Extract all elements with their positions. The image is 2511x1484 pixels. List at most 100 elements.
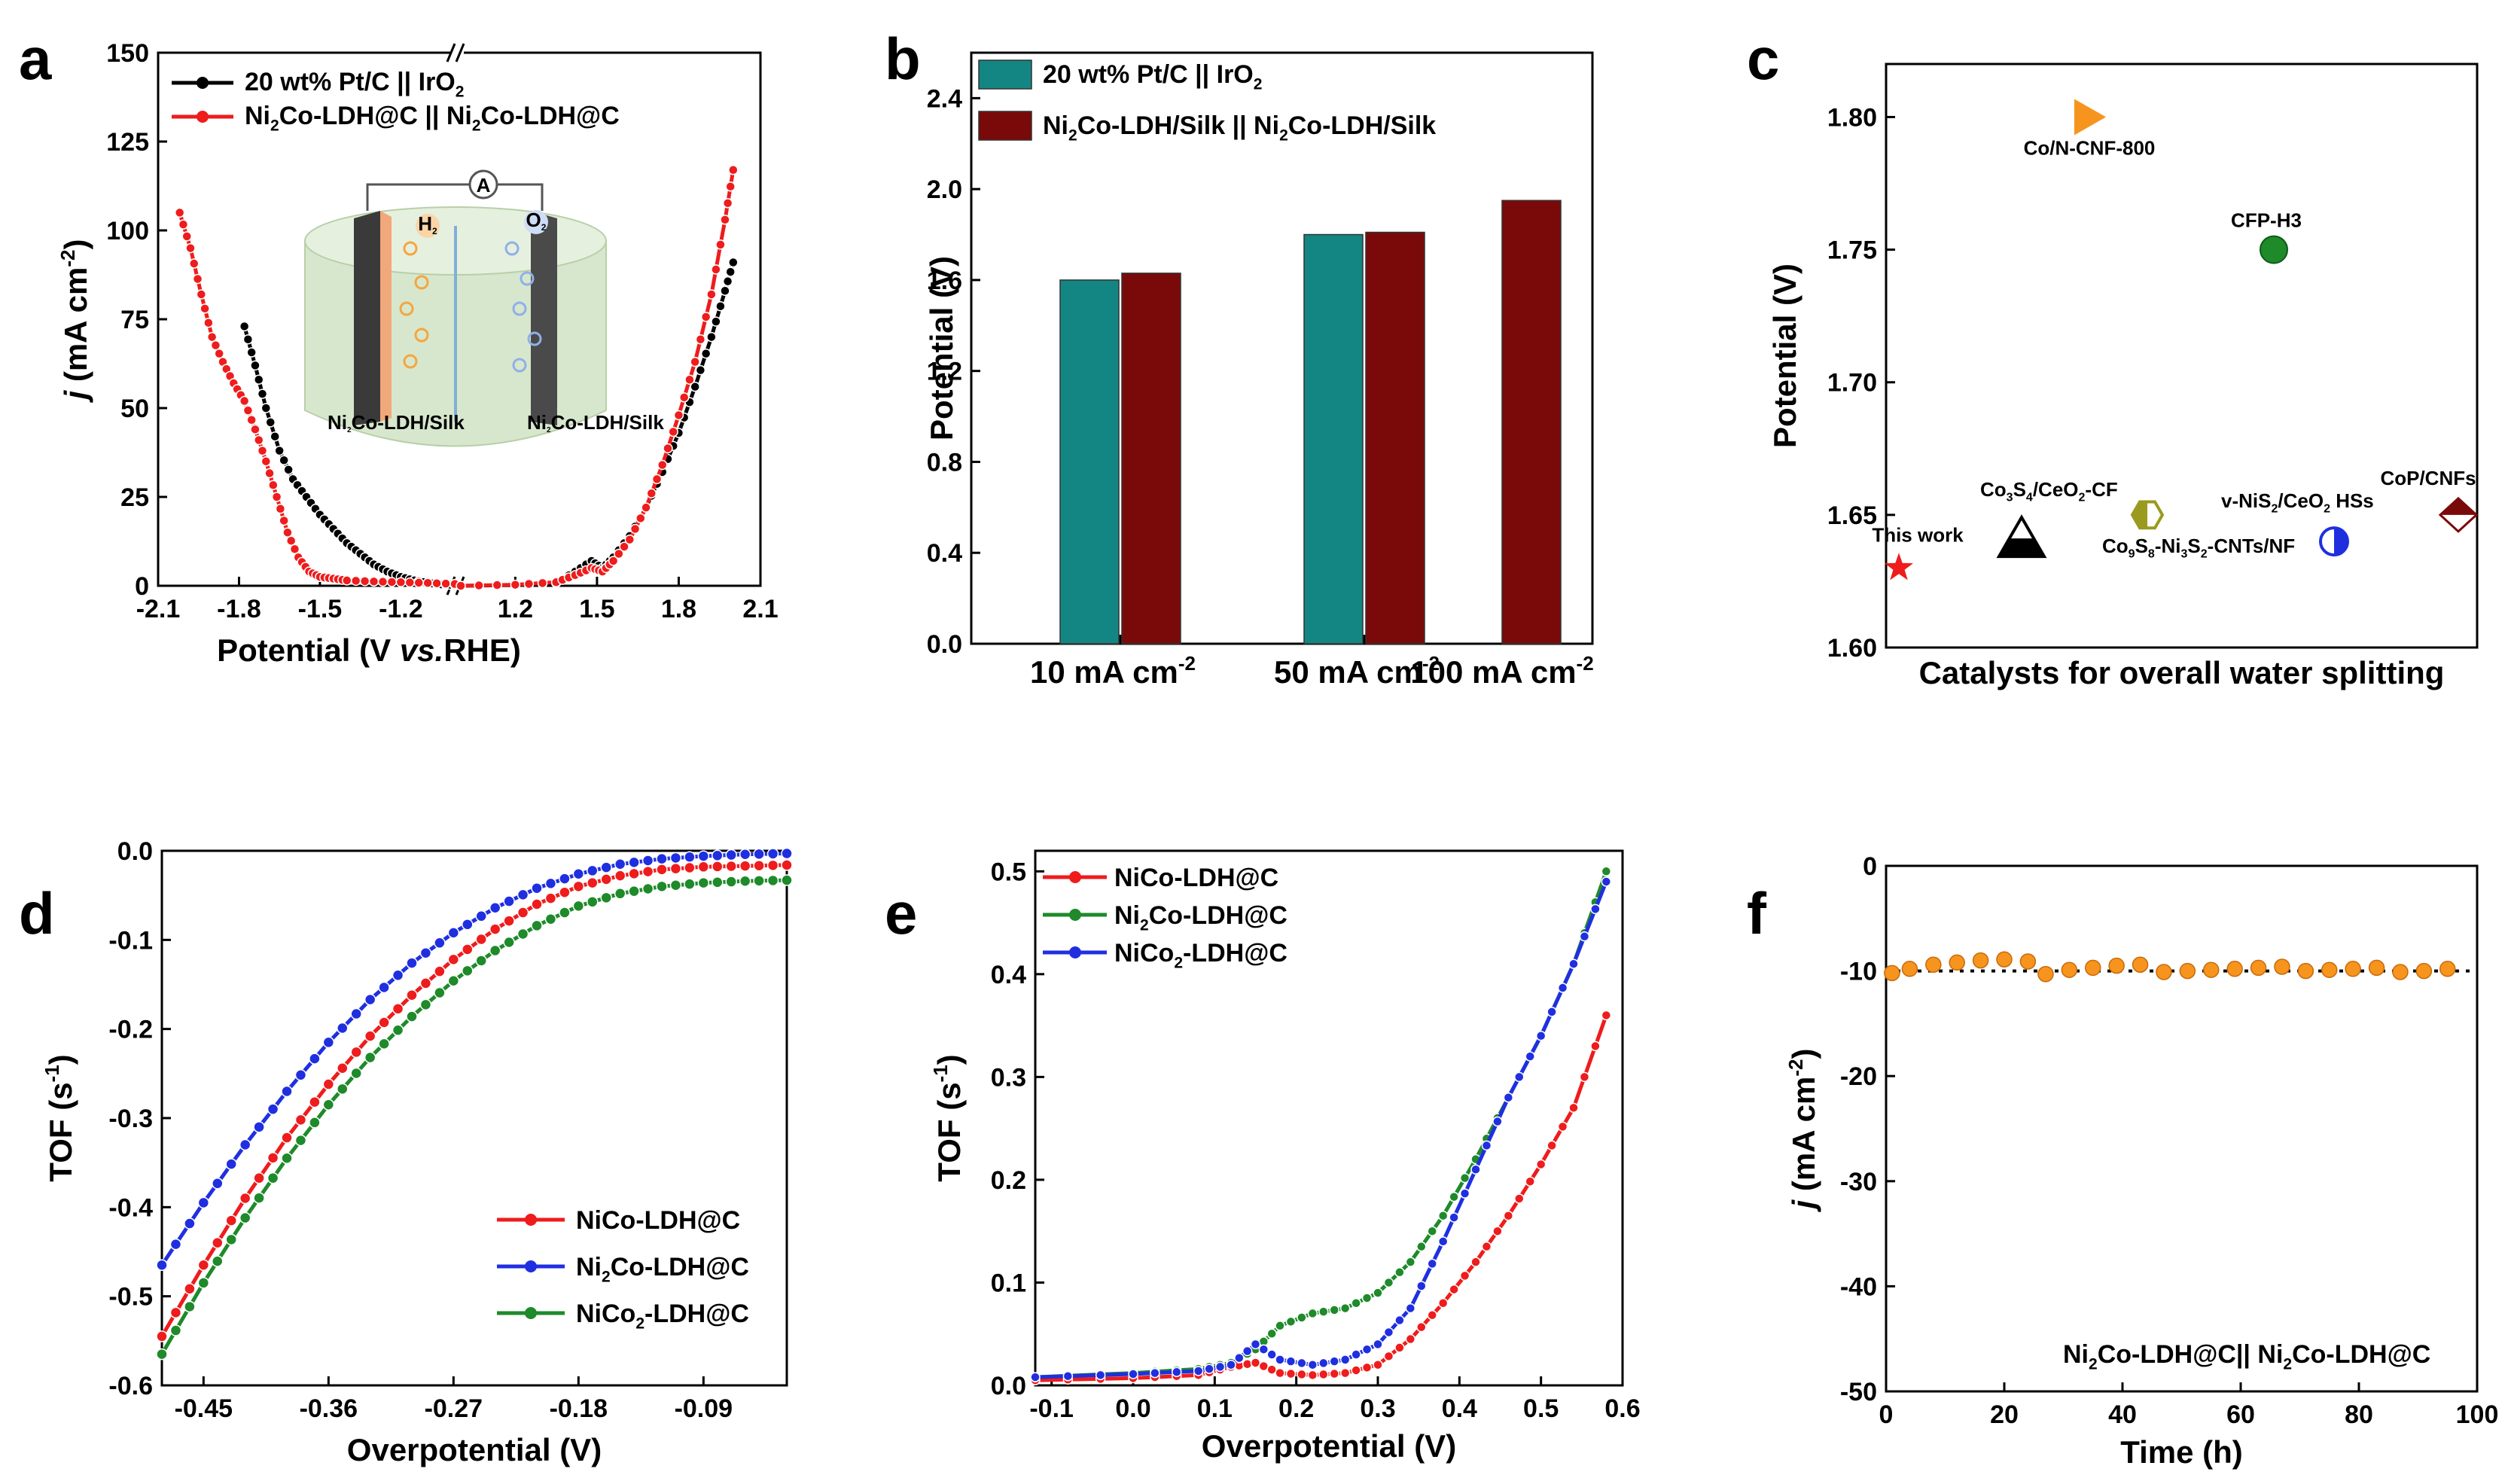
panel-d-series-3-point (378, 1038, 390, 1050)
panel-d-series-3-point (281, 1152, 293, 1164)
panel-d-series-2-point (184, 1217, 196, 1230)
panel-e-series-3-point (1601, 876, 1612, 887)
panel-f-point (1996, 951, 2013, 967)
panel-d-series-1-point (156, 1330, 168, 1342)
panel-d-series-1-point (169, 1306, 182, 1319)
panel-a-series-2-point (635, 513, 646, 524)
panel-d-series-3-point (253, 1192, 265, 1204)
panel-d-series-1-point (669, 862, 682, 875)
panel-d-xtick-label: -0.18 (550, 1394, 608, 1423)
panel-b-bar (1059, 279, 1120, 644)
panel-e-series-3-point (1351, 1349, 1361, 1360)
panel-e-series-2-point (1416, 1241, 1427, 1252)
panel-e-series-3-point (1214, 1361, 1226, 1373)
panel-e-xtick-label: 0.4 (1442, 1394, 1477, 1423)
panel-d-series-3-point (309, 1117, 321, 1129)
panel-a-series-2-point (341, 575, 352, 586)
panel-f-xlabel: Time (h) (2120, 1434, 2243, 1470)
panel-d-ytick-label: -0.6 (108, 1372, 153, 1400)
panel-e-xtick-label: -0.1 (1029, 1394, 1074, 1423)
panel-e-series-3-point (1226, 1359, 1236, 1370)
panel-e-series-3-point (1503, 1092, 1514, 1103)
panel-d-series-2-point (364, 993, 376, 1006)
panel-e-series-2-point (1339, 1303, 1351, 1314)
panel-e-series-3-point (1128, 1369, 1138, 1379)
panel-a-series-2-point (268, 480, 279, 491)
panel-d-series-2-point (475, 910, 487, 922)
panel-a-series-2-point (456, 580, 466, 591)
panel-c-point-3-fill (2132, 501, 2147, 529)
panel-d-ytick-label: -0.3 (108, 1105, 153, 1133)
panel-e-ytick-label: 0.2 (991, 1166, 1026, 1195)
panel-c-point-1 (1885, 553, 1913, 580)
panel-c-frame (1885, 62, 2479, 649)
inset-o2-bubble (527, 331, 542, 346)
panel-c-label-v-nis2: v-NiS2/CeO2 HSs (2221, 489, 2374, 516)
panel-a-series-2-point (214, 348, 224, 359)
panel-d-series-3-point (364, 1051, 376, 1064)
panel-a-series-2-point (253, 434, 264, 446)
panel-d-series-2-point (169, 1238, 182, 1251)
panel-e-ytick-label: 0.3 (991, 1063, 1026, 1092)
panel-a-xtick-label: 1.5 (579, 595, 614, 623)
panel-c-point-5 (2260, 235, 2288, 264)
panel-e-series-1-point (1383, 1351, 1394, 1362)
panel-e-series-3-point (1470, 1164, 1481, 1175)
panel-d-series-2-point (725, 849, 737, 861)
panel-d-series-3-point (503, 936, 515, 949)
panel-label-b: b (885, 26, 921, 92)
panel-a-series-2-point (246, 414, 257, 425)
panel-a-legend-marker (197, 111, 209, 123)
panel-e-series-3-point (1579, 931, 1590, 942)
panel-a-series-2-point (624, 534, 635, 545)
panel-d-series-2-point (322, 1036, 335, 1049)
panel-f-ytick-label: -30 (1840, 1168, 1877, 1196)
panel-e-ytick-label: 0.0 (991, 1372, 1026, 1400)
panel-b-bar (1501, 200, 1562, 644)
panel-c-label-cfp-h3: CFP-H3 (2231, 209, 2302, 232)
panel-a-series-2-point (192, 273, 203, 285)
panel-f-xtick-label: 20 (1990, 1400, 2019, 1429)
panel-d-series-2-point (628, 856, 640, 869)
panel-e-series-2-point (1307, 1308, 1318, 1319)
panel-a-series-1-point (715, 300, 726, 312)
panel-e-series-1-point (1242, 1359, 1253, 1370)
panel-a-series-1-point (250, 360, 261, 371)
panel-d-series-2-point (531, 882, 543, 894)
panel-a-series-2-point (651, 474, 663, 485)
panel-a-series-2-point (279, 515, 289, 526)
panel-a-series-2-point (271, 492, 282, 502)
panel-e-series-1-point (1547, 1140, 1557, 1151)
panel-e-series-1-point (1525, 1176, 1535, 1187)
panel-d-series-3-point (766, 874, 779, 887)
panel-e-series-2-point (1275, 1321, 1285, 1331)
panel-d-series-3-point (781, 874, 793, 886)
panel-e-series-1-point (1416, 1321, 1427, 1333)
panel-b-ytick-label: 1.2 (927, 358, 962, 386)
panel-b-legend-label: 20 wt% Pt/C || IrO2 (1043, 60, 1262, 93)
panel-f-point (2061, 961, 2078, 978)
panel-e-series-3-point (1258, 1344, 1269, 1354)
panel-e-series-2-point (1297, 1312, 1307, 1323)
panel-b-ytick-label: 1.6 (927, 267, 962, 295)
panel-a-xtick-label: 1.8 (661, 595, 696, 623)
panel-d-ytick-label: -0.5 (108, 1283, 153, 1312)
panel-f-point (1884, 964, 1900, 982)
panel-f-point (2297, 962, 2314, 980)
panel-a-series-2-point (377, 576, 389, 587)
panel-d-series-1-point (517, 907, 529, 919)
panel-d-series-3-point (239, 1211, 251, 1224)
panel-d-series-3-point (572, 900, 585, 913)
panel-a-series-2-point (722, 198, 733, 209)
panel-d-series-1-point (531, 898, 543, 910)
panel-d-series-1-point (656, 864, 668, 876)
panel-d-series-1-point (447, 953, 460, 966)
panel-d-series-2-point (587, 864, 599, 877)
panel-label-f: f (1747, 880, 1767, 946)
inset-left-electrode-coating (380, 211, 392, 422)
panel-d-series-2-point (641, 855, 654, 867)
panel-e-series-1-point (1318, 1369, 1329, 1380)
panel-e-series-2-point (1459, 1172, 1470, 1184)
panel-a-series-2-point (189, 258, 200, 269)
